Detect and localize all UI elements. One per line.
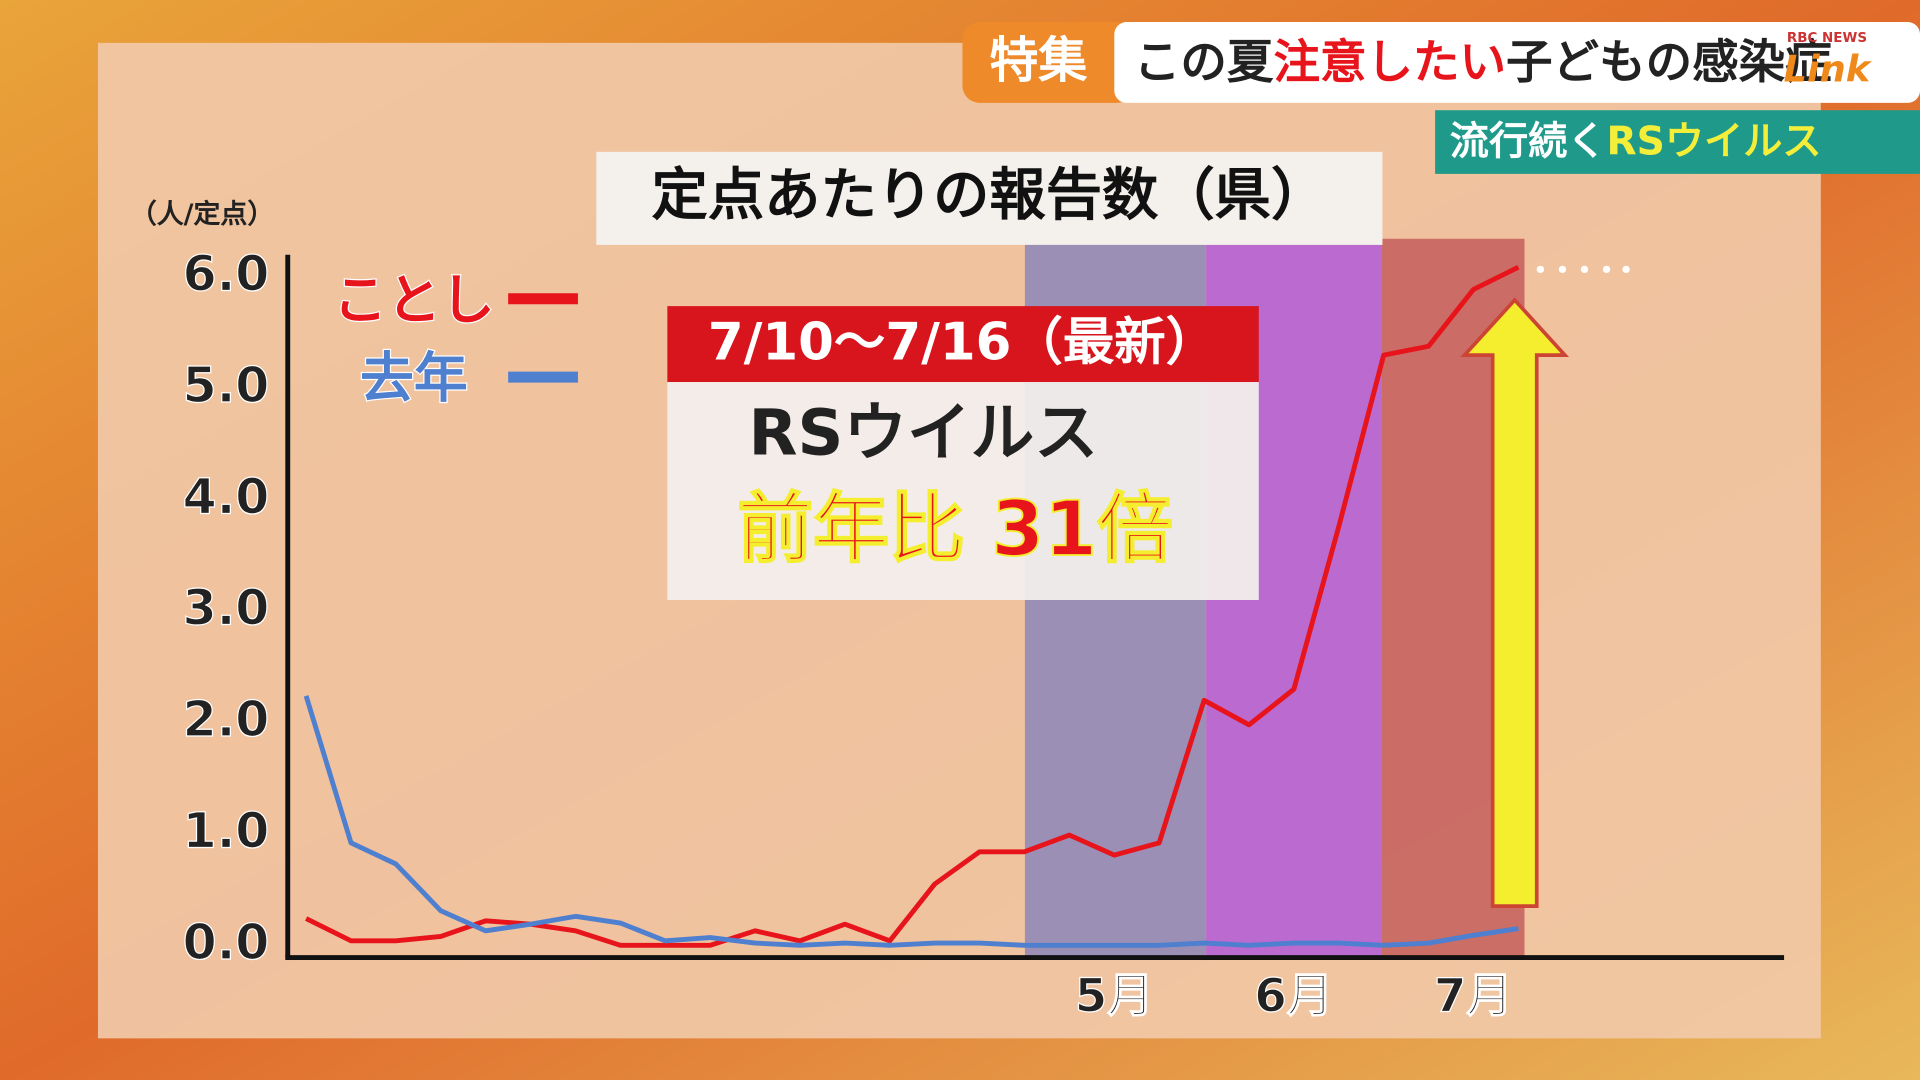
subtitle: 流行続くRSウイルス (1450, 119, 1822, 164)
banner-title-c: 子どもの感染症 (1506, 34, 1832, 88)
y-tick-label: 0.0 (183, 914, 270, 971)
dot (1622, 265, 1630, 274)
banner-title-b: 注意したい (1273, 34, 1506, 88)
callout-period: 7/10～7/16（最新） (708, 312, 1217, 372)
subtitle-a: 流行続く (1450, 119, 1607, 164)
tag: 特集 (989, 32, 1087, 89)
x-tick-label: 7月 (1434, 969, 1513, 1023)
series-line (305, 264, 1520, 948)
banner-title-a: この夏 (1134, 34, 1274, 88)
callout-head (667, 306, 1259, 383)
dot (1558, 265, 1567, 274)
callout-virus: RSウイルス (749, 397, 1099, 471)
title-box (1114, 22, 1920, 103)
callout-ratio: 前年比 31倍 (737, 485, 1173, 573)
y-tick-label: 5.0 (183, 357, 270, 414)
legend-label: 去年 (360, 347, 468, 410)
logo: Link (1784, 48, 1873, 91)
title-box (596, 151, 1383, 245)
legend-label: ことし (333, 268, 495, 331)
subtitle-b: RSウイルス (1606, 119, 1821, 164)
subtitle-box (1435, 110, 1920, 174)
banner-title: この夏注意したい子どもの感染症 (1134, 34, 1832, 88)
y-tick-label: 2.0 (183, 691, 270, 748)
y-tick-label: 1.0 (183, 802, 270, 859)
dot (1580, 265, 1589, 274)
dot (1602, 265, 1611, 274)
y-tick-label: 6.0 (183, 246, 270, 303)
y-tick-label: 3.0 (183, 580, 270, 637)
callout-body (667, 382, 1259, 600)
x-tick-label: 5月 (1075, 969, 1154, 1023)
y-tick-label: 4.0 (183, 468, 270, 525)
tag-box (962, 22, 1134, 103)
up-arrow (1460, 297, 1570, 908)
chart-title: 定点あたりの報告数（県） (652, 163, 1328, 228)
x-tick-label: 6月 (1254, 969, 1333, 1023)
dot (1536, 265, 1545, 274)
series-line (303, 695, 1519, 948)
y-axis-label: （人/定点） (130, 198, 274, 230)
logo-small: RBC NEWS (1787, 31, 1867, 46)
